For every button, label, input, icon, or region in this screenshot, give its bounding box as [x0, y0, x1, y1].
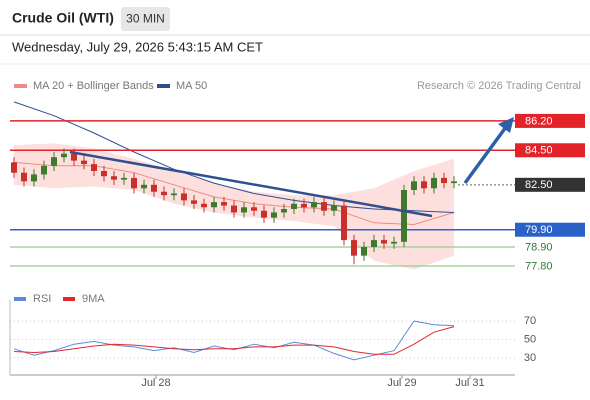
candle-body [61, 153, 67, 158]
candle-body [51, 157, 57, 166]
candle-body [421, 181, 427, 189]
candle-body [121, 177, 127, 180]
legend-swatch [63, 297, 75, 301]
candle-body [211, 202, 217, 208]
level-label: 79.90 [525, 224, 553, 236]
candle-body [321, 202, 327, 211]
arrow-shaft [463, 125, 508, 185]
candle-body [171, 193, 177, 196]
candle-body [31, 174, 37, 182]
x-tick-label: Jul 29 [387, 377, 416, 389]
candle-body [301, 203, 307, 208]
candle-body [391, 241, 397, 244]
candle-body [21, 172, 27, 182]
level-box [515, 177, 585, 192]
candle-body [111, 176, 117, 180]
x-tick-label: Jul 28 [141, 377, 170, 389]
source: Research © 2026 Trading Central [417, 80, 581, 92]
candle-body [351, 240, 357, 256]
legend-swatch [14, 84, 27, 88]
moving-average [13, 101, 455, 213]
candle-body [431, 177, 437, 189]
rsi-chart: RSI 9MA 30 50 70 Jul 28 Jul 29 Jul 31 [10, 293, 536, 389]
candle-body [361, 247, 367, 256]
legend-swatch [14, 297, 26, 301]
candle-body [101, 171, 107, 177]
candle-body [411, 181, 417, 190]
candle-body [281, 209, 287, 213]
candle-body [231, 205, 237, 213]
indicator-line [13, 320, 455, 361]
candle-body [71, 153, 77, 161]
candle-body [191, 200, 197, 204]
arrow-head [498, 117, 514, 133]
candle-body [341, 205, 347, 241]
candle-body [181, 193, 187, 201]
timestamp: Wednesday, July 29, 2026 5:43:15 AM CET [12, 39, 263, 54]
candle-body [261, 210, 267, 218]
candle-body [241, 207, 247, 213]
candle-body [141, 184, 147, 189]
level-label: 86.20 [525, 115, 553, 127]
candle-body [381, 240, 387, 244]
candle-body [401, 190, 407, 242]
candle-body [151, 184, 157, 192]
candle-body [161, 191, 167, 196]
candle-body [201, 203, 207, 208]
level-label: 78.90 [525, 241, 553, 253]
candle-body [11, 162, 17, 173]
timeframe-badge [121, 7, 170, 31]
candle-body [451, 181, 457, 184]
candle-body [311, 202, 317, 208]
candle-body [441, 177, 447, 184]
candle-body [251, 207, 257, 211]
trend-line [69, 150, 433, 218]
level-label: 82.50 [525, 179, 553, 191]
y-tick-label: 30 [524, 352, 536, 364]
candle-body [131, 177, 137, 189]
level-box [515, 222, 585, 237]
candle-body [271, 212, 277, 218]
legend-label: MA 50 [176, 80, 207, 92]
level-label: 77.80 [525, 260, 553, 272]
candle-body [41, 165, 47, 175]
y-tick-label: 70 [524, 315, 536, 327]
price-chart: MA 20 + Bollinger Bands MA 50 86.20 84.50 82… [10, 80, 585, 272]
y-tick-label: 50 [524, 333, 536, 345]
candle-body [331, 205, 337, 211]
title: Crude Oil (WTI) [12, 10, 114, 26]
x-tick-label: Jul 31 [455, 377, 484, 389]
legend-label: RSI [33, 293, 51, 305]
indicator-line [13, 326, 455, 355]
candle-body [291, 203, 297, 209]
level-label: 84.50 [525, 145, 553, 157]
candle-body [221, 202, 227, 206]
timeframe: 30 MIN [126, 12, 165, 26]
legend-label: 9MA [82, 293, 105, 305]
level-box [515, 143, 585, 158]
candle-body [371, 240, 377, 247]
candle-body [81, 160, 87, 165]
legend-swatch [157, 84, 170, 88]
moving-average [13, 161, 455, 226]
legend-label: MA 20 + Bollinger Bands [33, 80, 154, 92]
level-box [515, 113, 585, 128]
candle-body [91, 164, 97, 171]
